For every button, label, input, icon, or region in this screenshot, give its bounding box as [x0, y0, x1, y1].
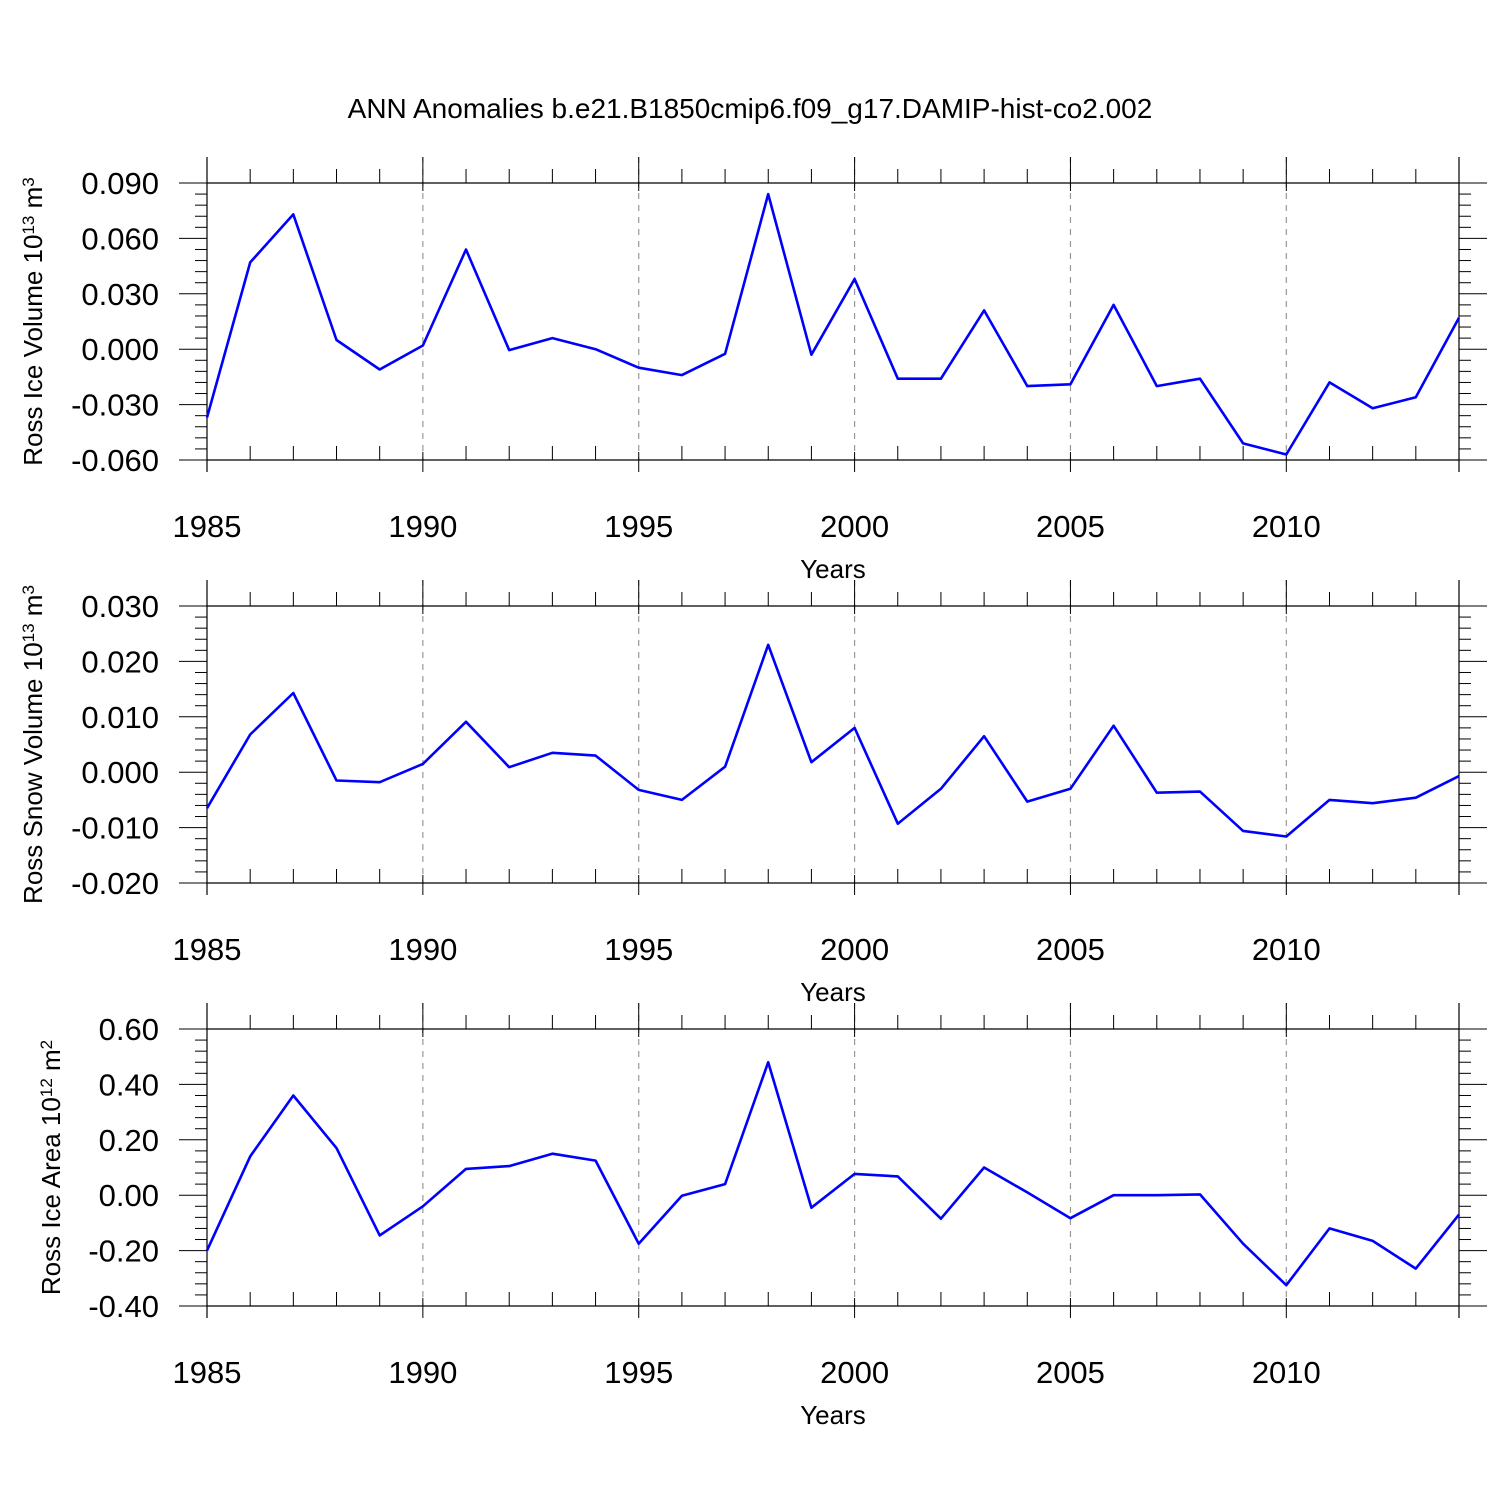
- y-tick-label: 0.60: [99, 1012, 159, 1047]
- y-tick-label: 0.010: [81, 700, 159, 735]
- panels: -0.060 -0.030 0.000 0.030 0.060 0.090 1985 1990…: [18, 157, 1487, 1430]
- x-tick-label: 1995: [604, 509, 673, 544]
- x-tick-label: 1995: [604, 1355, 673, 1390]
- x-tick-label: 1990: [388, 932, 457, 967]
- y-axis-title-superscript: 13: [19, 216, 38, 235]
- x-tick-label: 2000: [820, 509, 889, 544]
- y-axis-title-superscript: 2: [37, 1040, 56, 1049]
- y-axis-title-superscript: 3: [19, 585, 38, 594]
- y-tick-label: 0.030: [81, 589, 159, 624]
- x-axis-title: Years: [800, 977, 866, 1007]
- x-tick-label: 2000: [820, 932, 889, 967]
- y-axis-title-part: Ross Snow Volume 10: [18, 642, 48, 904]
- y-tick-label: 0.020: [81, 644, 159, 679]
- figure-title: ANN Anomalies b.e21.B1850cmip6.f09_g17.D…: [348, 93, 1153, 124]
- x-tick-label: 2010: [1252, 932, 1321, 967]
- x-tick-label: 1985: [173, 932, 242, 967]
- y-axis-title-part: m: [18, 187, 48, 216]
- y-tick-label: -0.060: [71, 443, 159, 478]
- y-axis-title-superscript: 12: [37, 1078, 56, 1097]
- series-line: [205, 192, 1461, 456]
- y-tick-label: 0.000: [81, 755, 159, 790]
- chart-panel-3: -0.40 -0.20 0.00 0.20 0.40 0.60 1985 1990 1995 20…: [36, 1003, 1487, 1430]
- chart-panel-2: -0.020 -0.010 0.000 0.010 0.020 0.030 1985 1990…: [18, 580, 1487, 1007]
- y-tick-label: -0.010: [71, 811, 159, 846]
- y-tick-label: -0.020: [71, 866, 159, 901]
- x-tick-label: 1990: [388, 509, 457, 544]
- y-tick-label: 0.060: [81, 221, 159, 256]
- x-tick-label: 1995: [604, 932, 673, 967]
- y-axis-title-part: Ross Ice Area 10: [36, 1097, 66, 1295]
- chart-panel-1: -0.060 -0.030 0.000 0.030 0.060 0.090 1985 1990…: [18, 157, 1487, 584]
- y-axis-title-part: Ross Ice Volume 10: [18, 235, 48, 466]
- series-line: [205, 643, 1460, 838]
- x-tick-label: 2010: [1252, 509, 1321, 544]
- x-axis-title: Years: [800, 554, 866, 584]
- y-axis-title: Ross Snow Volume 1013 m3: [18, 585, 48, 904]
- y-axis-title: Ross Ice Area 1012 m2: [36, 1040, 66, 1295]
- y-tick-label: -0.40: [88, 1289, 159, 1324]
- series-line: [205, 1060, 1461, 1287]
- y-axis-title-superscript: 3: [19, 177, 38, 186]
- y-tick-label: -0.030: [71, 388, 159, 423]
- x-tick-label: 2005: [1036, 932, 1105, 967]
- y-axis-title-superscript: 13: [19, 623, 38, 642]
- x-tick-label: 1990: [388, 1355, 457, 1390]
- y-tick-label: 0.000: [81, 332, 159, 367]
- x-tick-label: 1985: [173, 1355, 242, 1390]
- y-axis-title-part: m: [36, 1049, 66, 1078]
- x-tick-label: 2005: [1036, 509, 1105, 544]
- y-tick-label: 0.40: [99, 1067, 159, 1102]
- x-tick-label: 2000: [820, 1355, 889, 1390]
- y-tick-label: 0.00: [99, 1178, 159, 1213]
- x-tick-label: 2010: [1252, 1355, 1321, 1390]
- y-tick-label: -0.20: [88, 1234, 159, 1269]
- y-tick-label: 0.030: [81, 277, 159, 312]
- y-axis-title-part: m: [18, 595, 48, 624]
- x-axis-title: Years: [800, 1400, 866, 1430]
- y-axis-title: Ross Ice Volume 1013 m3: [18, 177, 48, 466]
- x-tick-label: 2005: [1036, 1355, 1105, 1390]
- y-tick-label: 0.090: [81, 166, 159, 201]
- x-tick-label: 1985: [173, 509, 242, 544]
- y-tick-label: 0.20: [99, 1123, 159, 1158]
